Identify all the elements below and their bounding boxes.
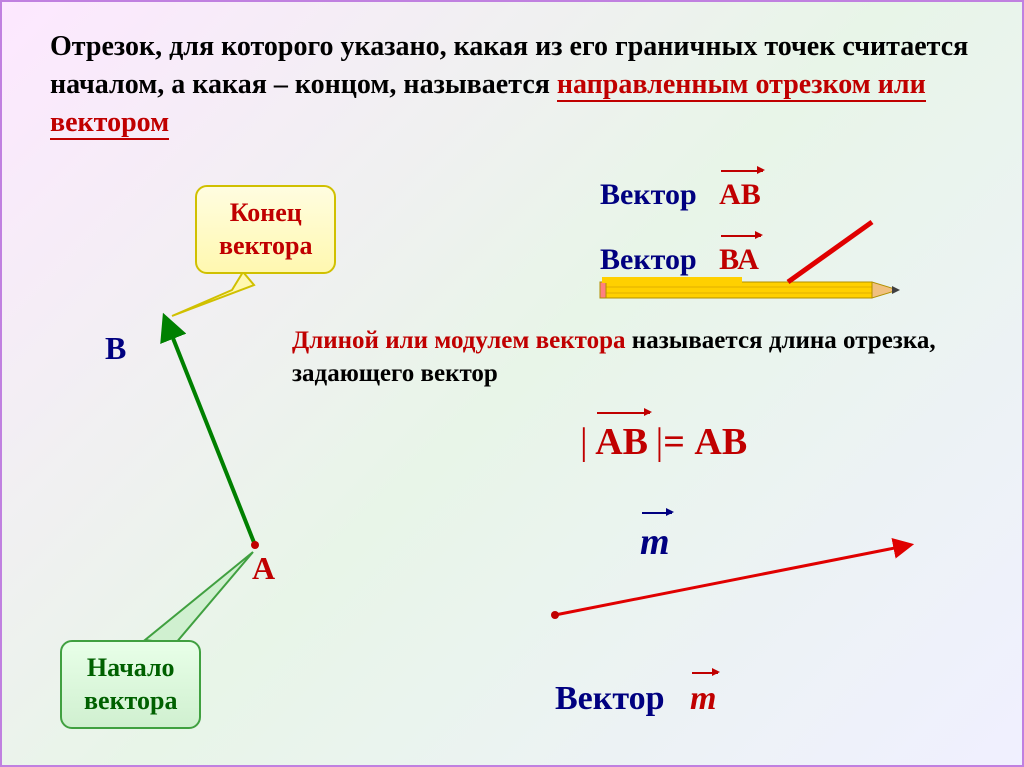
- callout-start-line2: вектора: [84, 685, 177, 718]
- formula-ab2: АВ: [694, 421, 747, 463]
- vector-m-start-dot: [551, 611, 559, 619]
- vector-ab-line: [165, 318, 255, 545]
- vector-m-line: [555, 545, 910, 615]
- vector-ba-word: Вектор: [600, 243, 697, 276]
- vector-m-label: Вектор m: [555, 680, 716, 718]
- callout-end: Конец вектора: [195, 185, 336, 274]
- point-a-dot: [251, 541, 259, 549]
- length-red: Длиной или модулем вектора: [292, 327, 626, 354]
- length-definition: Длиной или модулем вектора называется дл…: [292, 325, 984, 390]
- cross-ba: [788, 222, 872, 282]
- vector-m-name: m: [690, 680, 716, 718]
- definition-text: Отрезок, для которого указано, какая из …: [50, 28, 974, 141]
- vector-ab-word: Вектор: [600, 178, 697, 211]
- m-top: m: [640, 520, 670, 564]
- callout-start-line1: Начало: [84, 652, 177, 685]
- pencil-icon: [600, 282, 900, 298]
- callout-end-line2: вектора: [219, 230, 312, 263]
- callout-start-pointer: [145, 552, 253, 644]
- vector-m-word: Вектор: [555, 680, 665, 717]
- formula-eq: =: [663, 421, 694, 463]
- callout-start: Начало вектора: [60, 640, 201, 729]
- vector-ab-label: Вектор АВ: [600, 178, 761, 212]
- callout-end-line1: Конец: [219, 197, 312, 230]
- formula-modulus: | АВ |= АВ: [580, 420, 747, 464]
- vector-ba-name: ВА: [719, 243, 759, 277]
- point-b-label: В: [105, 330, 126, 367]
- callout-end-pointer: [172, 272, 254, 316]
- formula-ab1: АВ: [595, 420, 648, 464]
- point-a-label: А: [252, 550, 275, 587]
- vector-ab-name: АВ: [719, 178, 761, 212]
- vector-ba-label: Вектор ВА: [600, 243, 759, 277]
